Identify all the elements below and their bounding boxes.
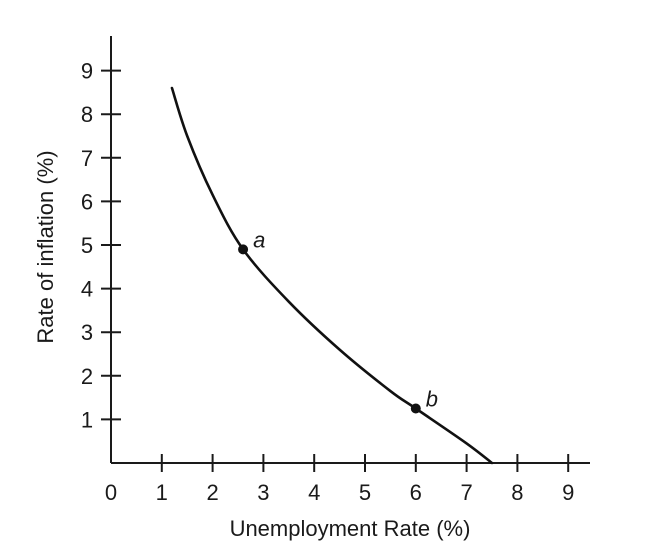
- x-tick-label: 7: [460, 480, 472, 505]
- x-tick-label: 1: [156, 480, 168, 505]
- y-axis-ticks: 1 2 3 4 5 6 7 8 9: [81, 59, 121, 432]
- x-tick-label: 2: [206, 480, 218, 505]
- point-b-label: b: [426, 387, 438, 412]
- x-tick-label: 4: [308, 480, 320, 505]
- axes: [110, 36, 590, 464]
- origin-label: 0: [105, 480, 117, 505]
- y-tick-label: 6: [81, 189, 93, 214]
- x-tick-label: 9: [562, 480, 574, 505]
- annotated-points: ab: [238, 227, 438, 414]
- y-tick-label: 8: [81, 102, 93, 127]
- x-tick-label: 8: [511, 480, 523, 505]
- y-tick-label: 2: [81, 364, 93, 389]
- point-b-marker: [410, 403, 421, 414]
- y-tick-label: 1: [81, 407, 93, 432]
- x-tick-label: 3: [257, 480, 269, 505]
- x-tick-label: 6: [410, 480, 422, 505]
- point-a-marker: [238, 244, 249, 255]
- y-tick-label: 5: [81, 233, 93, 258]
- point-a-label: a: [253, 227, 265, 252]
- y-tick-label: 4: [81, 277, 93, 302]
- y-tick-label: 3: [81, 320, 93, 345]
- x-tick-label: 5: [359, 480, 371, 505]
- y-tick-label: 7: [81, 146, 93, 171]
- y-tick-label: 9: [81, 59, 93, 84]
- y-axis-title: Rate of inflation (%): [33, 150, 58, 343]
- series-line-curve: [170, 86, 494, 465]
- x-axis-ticks: 1 2 3 4 5 6 7 8 9: [156, 454, 574, 505]
- x-axis-title: Unemployment Rate (%): [230, 516, 471, 541]
